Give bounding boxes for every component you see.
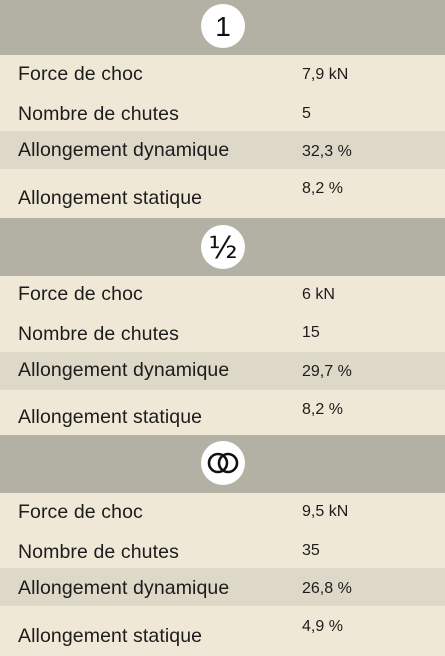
row-value: 8,2 % (302, 401, 343, 418)
twin-rope-icon (201, 441, 245, 485)
row-label: Allongement dynamique (18, 139, 230, 161)
row-impact-force: Force de choc 7,9 kN (0, 55, 445, 93)
section-header-single-rope: 1 (0, 0, 445, 55)
row-falls-count: Nombre de chutes 35 (0, 530, 445, 568)
row-value: 8,2 % (302, 180, 343, 197)
svg-text:1: 1 (215, 11, 231, 42)
row-dynamic-elongation: Allongement dynamique 26,8 % (0, 568, 445, 606)
row-value: 29,7 % (302, 363, 352, 380)
row-value: 26,8 % (302, 580, 352, 597)
row-label: Allongement statique (18, 625, 203, 647)
row-static-elongation: Allongement statique 8,2 % (0, 390, 445, 435)
row-value: 5 (302, 105, 311, 122)
row-impact-force: Force de choc 9,5 kN (0, 493, 445, 530)
row-falls-count: Nombre de chutes 15 (0, 314, 445, 352)
row-label: Allongement dynamique (18, 577, 230, 599)
row-value: 15 (302, 324, 320, 341)
row-label: Nombre de chutes (18, 541, 179, 563)
row-value: 6 kN (302, 286, 335, 303)
single-rope-icon: 1 (201, 4, 245, 48)
row-label: Allongement statique (18, 187, 203, 209)
half-rope-icon: ½ (201, 225, 245, 269)
row-label: Nombre de chutes (18, 323, 179, 345)
row-value: 35 (302, 542, 320, 559)
row-static-elongation: Allongement statique 8,2 % (0, 169, 445, 218)
row-value: 9,5 kN (302, 503, 349, 520)
row-value: 4,9 % (302, 618, 343, 635)
svg-text:½: ½ (208, 231, 237, 266)
row-label: Nombre de chutes (18, 103, 179, 125)
row-label: Force de choc (18, 501, 143, 523)
section-header-twin-rope (0, 435, 445, 493)
row-label: Allongement dynamique (18, 359, 230, 381)
row-label: Force de choc (18, 63, 143, 85)
row-label: Force de choc (18, 283, 143, 305)
row-impact-force: Force de choc 6 kN (0, 276, 445, 314)
row-value: 32,3 % (302, 143, 352, 160)
row-falls-count: Nombre de chutes 5 (0, 93, 445, 131)
row-label: Allongement statique (18, 406, 203, 428)
row-value: 7,9 kN (302, 66, 349, 83)
row-static-elongation: Allongement statique 4,9 % (0, 606, 445, 656)
row-dynamic-elongation: Allongement dynamique 32,3 % (0, 131, 445, 169)
section-header-half-rope: ½ (0, 218, 445, 276)
row-dynamic-elongation: Allongement dynamique 29,7 % (0, 352, 445, 390)
